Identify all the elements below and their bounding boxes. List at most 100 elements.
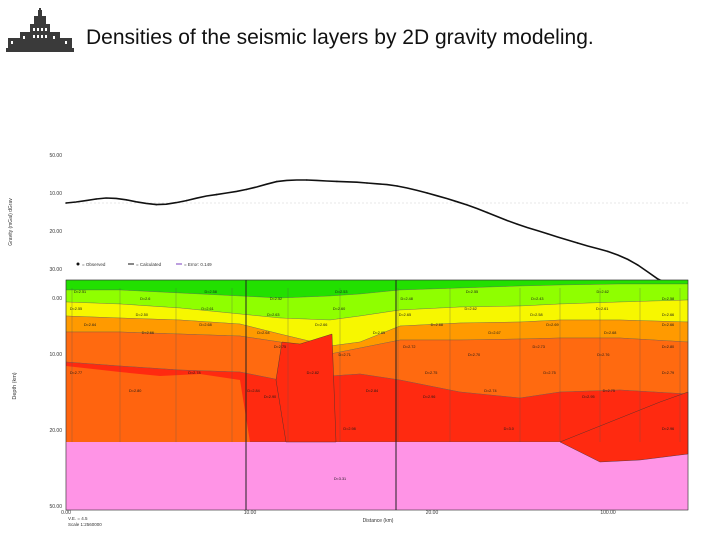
density-label: D=2.75 xyxy=(425,371,437,375)
observed-gravity-point xyxy=(456,201,459,203)
density-label: D=2.58 xyxy=(662,297,674,301)
observed-gravity-point xyxy=(336,180,338,183)
density-label: D=2.98 xyxy=(343,427,355,431)
density-label: D=2.73 xyxy=(533,345,545,349)
gravity-ytick: 30.00 xyxy=(49,267,62,273)
observed-gravity-point xyxy=(65,202,67,204)
observed-gravity-point xyxy=(606,250,609,253)
depth-axis-label: Depth (km) xyxy=(12,372,18,399)
observed-gravity-point xyxy=(306,179,308,181)
observed-gravity-point xyxy=(275,180,278,183)
density-label: D=2.75 xyxy=(543,371,555,375)
density-label: D=2.61 xyxy=(201,307,213,311)
density-label: D=2.55 xyxy=(466,290,478,294)
density-label: D=2.68 xyxy=(431,323,443,327)
depth-ytick: 10.00 xyxy=(49,352,62,358)
gravity-model-figure: Gravity (mGal) dGrav 50.00 10.00 20.00 3… xyxy=(8,153,689,527)
density-label: D=2.74 xyxy=(484,389,496,393)
observed-gravity-point xyxy=(215,193,218,196)
observed-gravity-point xyxy=(576,242,579,244)
density-label: D=2.43 xyxy=(531,297,543,301)
observed-gravity-point xyxy=(516,223,519,225)
legend-observed-marker xyxy=(76,262,80,266)
density-label: D=2.66 xyxy=(662,313,674,317)
density-label: D=2.60 xyxy=(333,307,345,311)
density-label: D=2.84 xyxy=(247,389,259,393)
density-label: D=2.96 xyxy=(662,427,674,431)
gravity-ytick: 50.00 xyxy=(49,153,62,159)
density-label: D=2.68 xyxy=(199,323,211,327)
density-label: D=2.48 xyxy=(401,297,413,301)
depth-ytick: 20.00 xyxy=(49,428,62,434)
distance-xtick: 100.00 xyxy=(600,510,616,516)
vertical-exaggeration: V.E. = 4.5 xyxy=(68,516,88,521)
density-label: D=2.6 xyxy=(140,297,150,301)
density-label: D=2.62 xyxy=(465,307,477,311)
density-label: D=2.68 xyxy=(604,331,616,335)
observed-gravity-point xyxy=(185,199,188,202)
density-label: D=3.0 xyxy=(504,427,514,431)
density-label: D=2.76 xyxy=(597,353,609,357)
density-model-panel: D=2.51 D=2.6 D=2.58 D=2.52 D=2.53 D=2.48 D=2.5… xyxy=(12,279,689,527)
observed-gravity-line xyxy=(65,179,689,290)
density-label: D=2.63 xyxy=(267,313,279,317)
density-label: D=2.78 xyxy=(188,371,200,375)
density-label: D=2.82 xyxy=(307,371,319,375)
density-label: D=2.84 xyxy=(366,389,378,393)
observed-gravity-point xyxy=(95,198,97,200)
density-label: D=2.55 xyxy=(70,307,82,311)
density-label: D=2.70 xyxy=(468,353,480,357)
observed-gravity-point xyxy=(155,203,158,206)
gravity-panel: Gravity (mGal) dGrav 50.00 10.00 20.00 3… xyxy=(8,153,689,290)
depth-ytick: 50.00 xyxy=(49,504,62,510)
distance-xtick: 10.00 xyxy=(244,510,257,516)
observed-gravity-point xyxy=(366,182,368,184)
legend-observed: = Observed xyxy=(82,262,106,267)
distance-axis-label: Distance (km) xyxy=(363,518,394,524)
density-label: D=2.52 xyxy=(270,297,282,301)
density-label: D=2.96 xyxy=(423,395,435,399)
distance-xtick: 0.00 xyxy=(61,510,71,516)
density-label: D=2.66 xyxy=(315,323,327,327)
density-label: D=2.80 xyxy=(662,345,674,349)
left-crustal-block xyxy=(66,366,250,442)
observed-gravity-point xyxy=(396,185,398,187)
density-label: D=2.66 xyxy=(662,323,674,327)
legend-calculated: = Calculated xyxy=(136,262,162,267)
gravity-ytick: 10.00 xyxy=(49,191,62,197)
density-label: D=2.61 xyxy=(596,307,608,311)
density-label: D=2.90 xyxy=(264,395,276,399)
density-label: D=2.95 xyxy=(582,395,594,399)
density-label: D=3.31 xyxy=(334,477,346,481)
map-scale: Scale 1:2560000 xyxy=(68,522,102,527)
density-label: D=2.53 xyxy=(335,290,347,294)
distance-xtick: 20.00 xyxy=(426,510,439,516)
density-label: D=2.64 xyxy=(84,323,96,327)
density-label: D=2.65 xyxy=(399,313,411,317)
gravity-ytick: 20.00 xyxy=(49,229,62,235)
density-label: D=2.50 xyxy=(136,313,148,317)
density-label: D=2.58 xyxy=(530,313,542,317)
slide-title: Densities of the seismic layers by 2D gr… xyxy=(86,26,594,49)
legend-error: = Error: 0.149 xyxy=(184,262,212,267)
depth-ytick: 0.00 xyxy=(52,296,62,302)
density-label: D=2.77 xyxy=(70,371,82,375)
model-frame xyxy=(65,279,689,511)
density-label: D=2.64 xyxy=(257,331,269,335)
observed-gravity-point xyxy=(125,199,127,201)
gravity-legend: = Observed = Calculated = Error: 0.149 xyxy=(76,262,212,267)
density-label: D=2.66 xyxy=(142,331,154,335)
density-label: D=2.51 xyxy=(74,290,86,294)
density-label: D=2.75 xyxy=(274,345,286,349)
density-label: D=2.80 xyxy=(129,389,141,393)
density-label: D=2.65 xyxy=(373,331,385,335)
observed-gravity-point xyxy=(245,188,248,191)
observed-gravity-point xyxy=(637,264,639,266)
density-label: D=2.69 xyxy=(546,323,558,327)
gravity-axis-label: Gravity (mGal) dGrav xyxy=(8,198,14,246)
density-label: D=2.75 xyxy=(603,389,615,393)
university-logo xyxy=(6,8,74,52)
observed-gravity-point xyxy=(426,192,429,194)
model-axes: Depth (km) 0.00 10.00 20.00 50.00 0.00 1… xyxy=(12,296,616,527)
density-label: D=2.62 xyxy=(597,290,609,294)
